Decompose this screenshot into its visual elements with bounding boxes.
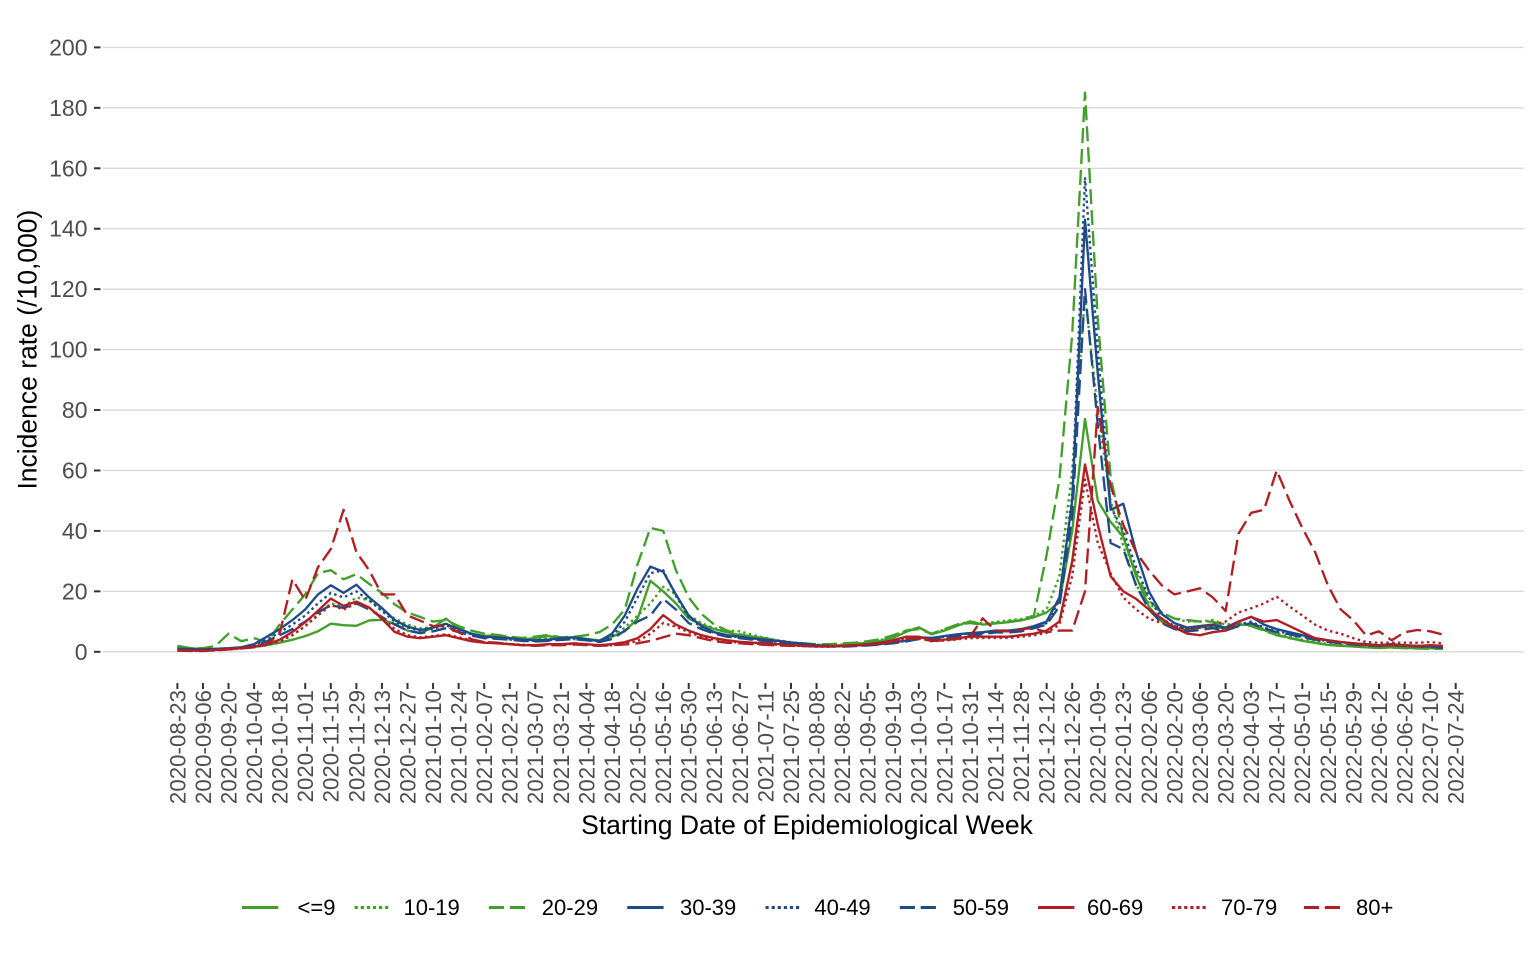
svg-text:2020-10-04: 2020-10-04 <box>242 690 267 804</box>
svg-text:80+: 80+ <box>1356 895 1393 920</box>
svg-text:2021-10-31: 2021-10-31 <box>958 690 983 804</box>
svg-text:2021-07-25: 2021-07-25 <box>779 690 804 804</box>
svg-text:2022-04-03: 2022-04-03 <box>1239 690 1264 804</box>
svg-text:2022-04-17: 2022-04-17 <box>1265 690 1290 804</box>
svg-text:2021-09-05: 2021-09-05 <box>856 690 881 804</box>
svg-text:40-49: 40-49 <box>814 895 870 920</box>
svg-text:2021-05-02: 2021-05-02 <box>625 690 650 804</box>
svg-text:2021-11-28: 2021-11-28 <box>1009 690 1034 802</box>
svg-text:2020-09-20: 2020-09-20 <box>216 690 241 804</box>
svg-text:60-69: 60-69 <box>1087 895 1143 920</box>
svg-text:180: 180 <box>49 95 87 121</box>
svg-text:2020-09-06: 2020-09-06 <box>191 690 216 804</box>
svg-text:2021-11-14: 2021-11-14 <box>983 690 1008 802</box>
svg-text:2021-05-30: 2021-05-30 <box>677 690 702 804</box>
svg-text:2022-05-15: 2022-05-15 <box>1316 690 1341 804</box>
svg-text:2021-02-21: 2021-02-21 <box>498 690 523 804</box>
svg-text:<=9: <=9 <box>298 895 336 920</box>
svg-text:2021-01-10: 2021-01-10 <box>421 690 446 804</box>
svg-text:2021-06-27: 2021-06-27 <box>728 690 753 804</box>
svg-text:Starting Date of Epidemiologic: Starting Date of Epidemiological Week <box>581 810 1033 840</box>
svg-text:2021-08-08: 2021-08-08 <box>804 690 829 804</box>
svg-text:2022-02-06: 2022-02-06 <box>1137 690 1162 804</box>
svg-text:2022-02-20: 2022-02-20 <box>1162 690 1187 804</box>
svg-text:2021-04-18: 2021-04-18 <box>600 690 625 804</box>
svg-text:2020-11-01: 2020-11-01 <box>293 690 318 802</box>
svg-text:2021-10-03: 2021-10-03 <box>907 690 932 804</box>
svg-text:2020-12-13: 2020-12-13 <box>370 690 395 804</box>
svg-text:10-19: 10-19 <box>404 895 460 920</box>
svg-text:2022-03-06: 2022-03-06 <box>1188 690 1213 804</box>
svg-text:0: 0 <box>75 639 88 665</box>
svg-text:2021-01-24: 2021-01-24 <box>447 690 472 804</box>
svg-text:2022-01-09: 2022-01-09 <box>1086 690 1111 804</box>
svg-text:2022-07-10: 2022-07-10 <box>1418 690 1443 804</box>
svg-text:2022-06-26: 2022-06-26 <box>1392 690 1417 804</box>
svg-text:2021-12-26: 2021-12-26 <box>1060 690 1085 804</box>
svg-text:2021-10-17: 2021-10-17 <box>932 690 957 804</box>
svg-text:2021-03-21: 2021-03-21 <box>549 690 574 804</box>
svg-text:140: 140 <box>49 216 87 242</box>
svg-text:120: 120 <box>49 276 87 302</box>
svg-text:200: 200 <box>49 34 87 60</box>
svg-text:2020-11-15: 2020-11-15 <box>319 690 344 802</box>
svg-text:2021-06-13: 2021-06-13 <box>702 690 727 804</box>
svg-text:70-79: 70-79 <box>1221 895 1277 920</box>
svg-text:2022-03-20: 2022-03-20 <box>1214 690 1239 804</box>
svg-text:2022-07-24: 2022-07-24 <box>1444 690 1469 804</box>
svg-text:2021-05-16: 2021-05-16 <box>651 690 676 804</box>
svg-text:2022-05-01: 2022-05-01 <box>1290 690 1315 804</box>
svg-text:2022-05-29: 2022-05-29 <box>1341 690 1366 804</box>
svg-text:100: 100 <box>49 337 87 363</box>
svg-text:2021-07-11: 2021-07-11 <box>753 690 778 802</box>
svg-text:40: 40 <box>62 518 88 544</box>
svg-text:20-29: 20-29 <box>542 895 598 920</box>
svg-text:2021-03-07: 2021-03-07 <box>523 690 548 804</box>
svg-text:2022-01-23: 2022-01-23 <box>1111 690 1136 804</box>
svg-text:80: 80 <box>62 397 88 423</box>
svg-text:2020-11-29: 2020-11-29 <box>344 690 369 802</box>
svg-text:20: 20 <box>62 578 88 604</box>
svg-text:2021-04-04: 2021-04-04 <box>574 690 599 804</box>
svg-text:2022-06-12: 2022-06-12 <box>1367 690 1392 804</box>
svg-text:30-39: 30-39 <box>680 895 736 920</box>
svg-text:2021-09-19: 2021-09-19 <box>881 690 906 804</box>
svg-text:60: 60 <box>62 457 88 483</box>
svg-text:2021-08-22: 2021-08-22 <box>830 690 855 804</box>
svg-text:2021-02-07: 2021-02-07 <box>472 690 497 804</box>
svg-text:50-59: 50-59 <box>953 895 1009 920</box>
svg-text:2021-12-12: 2021-12-12 <box>1035 690 1060 804</box>
svg-text:Incidence rate (/10,000): Incidence rate (/10,000) <box>13 210 43 490</box>
svg-text:2020-12-27: 2020-12-27 <box>395 690 420 804</box>
svg-text:160: 160 <box>49 155 87 181</box>
svg-text:2020-08-23: 2020-08-23 <box>165 690 190 804</box>
svg-text:2020-10-18: 2020-10-18 <box>268 690 293 804</box>
